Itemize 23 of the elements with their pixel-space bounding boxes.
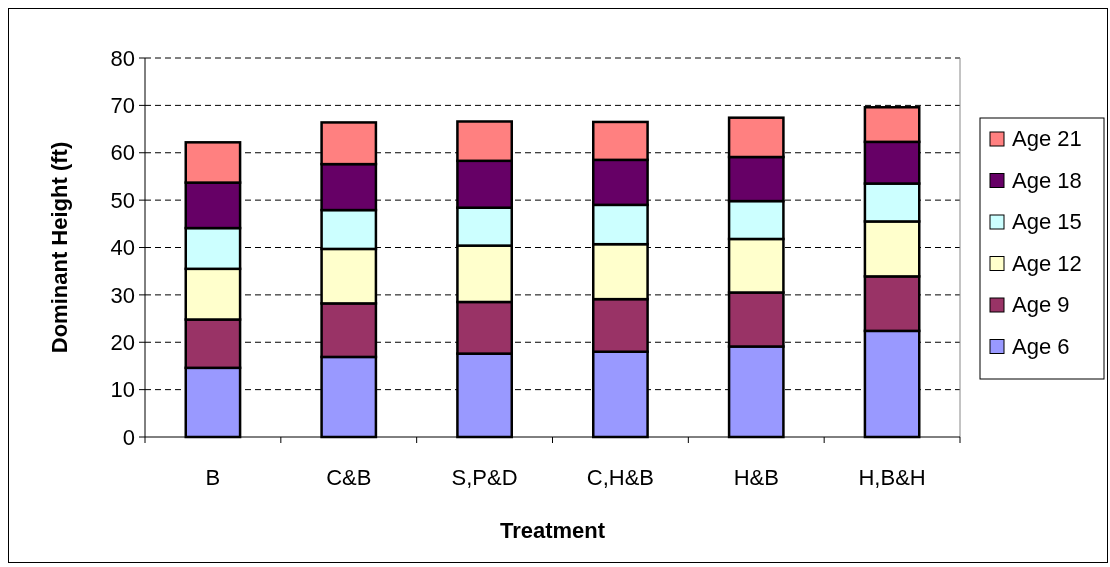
legend-label: Age 15 xyxy=(1012,209,1082,234)
y-tick-label: 30 xyxy=(110,282,135,308)
y-tick-label: 10 xyxy=(110,377,135,403)
x-tick-label: C,H&B xyxy=(586,465,655,490)
legend-label: Age 18 xyxy=(1012,167,1082,193)
y-tick-label: 40 xyxy=(110,235,135,261)
y-tick-label: 70 xyxy=(110,93,135,119)
legend-label: Age 9 xyxy=(1012,292,1070,317)
y-tick-label: 0 xyxy=(122,424,135,450)
legend-label: Age 12 xyxy=(1012,250,1082,276)
x-tick-label: H,B&H xyxy=(858,465,926,490)
x-tick-label: C&B xyxy=(326,465,372,490)
x-tick-label: B xyxy=(205,465,221,490)
x-axis-title: Treatment xyxy=(499,518,606,543)
y-tick-label: 50 xyxy=(110,187,135,213)
y-axis-title: Dominant Height (ft) xyxy=(47,141,72,354)
y-tick-label: 20 xyxy=(110,329,135,355)
x-tick-label: S,P&D xyxy=(451,465,518,490)
y-tick-label: 80 xyxy=(110,45,135,71)
y-tick-label: 60 xyxy=(110,140,135,166)
x-tick-label: H&B xyxy=(733,465,779,490)
legend-label: Age 6 xyxy=(1012,333,1070,359)
legend-label: Age 21 xyxy=(1012,126,1082,151)
